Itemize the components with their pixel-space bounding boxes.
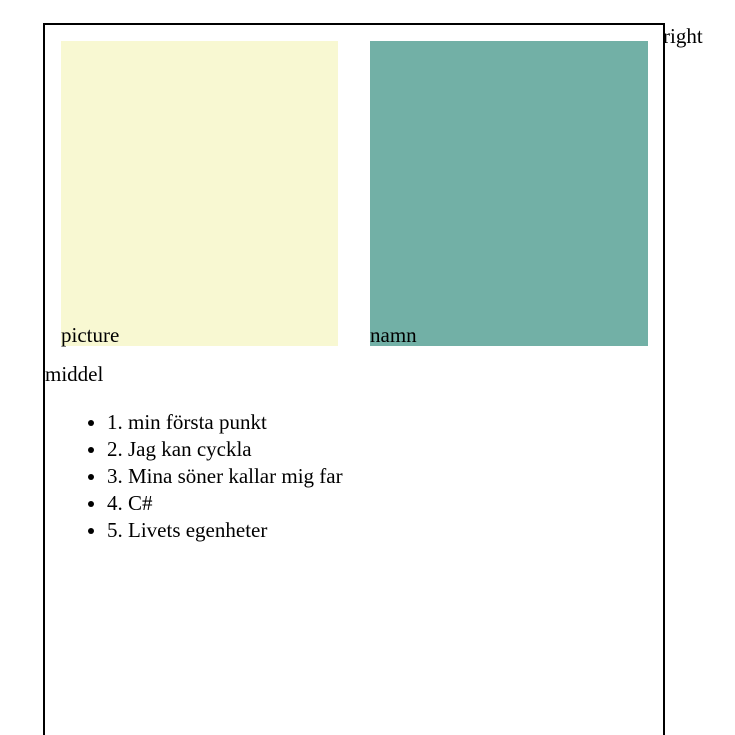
namn-box: namn bbox=[370, 41, 648, 346]
list-item: 5. Livets egenheter bbox=[107, 517, 343, 544]
main-container: picture namn middel 1. min första punkt … bbox=[43, 23, 665, 735]
picture-label: picture bbox=[61, 323, 120, 347]
list-item: 1. min första punkt bbox=[107, 409, 343, 436]
middel-label: middel bbox=[45, 362, 104, 386]
picture-box: picture bbox=[61, 41, 338, 346]
right-label: right bbox=[663, 24, 703, 48]
list-item: 2. Jag kan cyckla bbox=[107, 436, 343, 463]
list-item: 3. Mina söner kallar mig far bbox=[107, 463, 343, 490]
item-list: 1. min första punkt 2. Jag kan cyckla 3.… bbox=[45, 409, 343, 544]
namn-label: namn bbox=[370, 323, 417, 347]
list-item: 4. C# bbox=[107, 490, 343, 517]
